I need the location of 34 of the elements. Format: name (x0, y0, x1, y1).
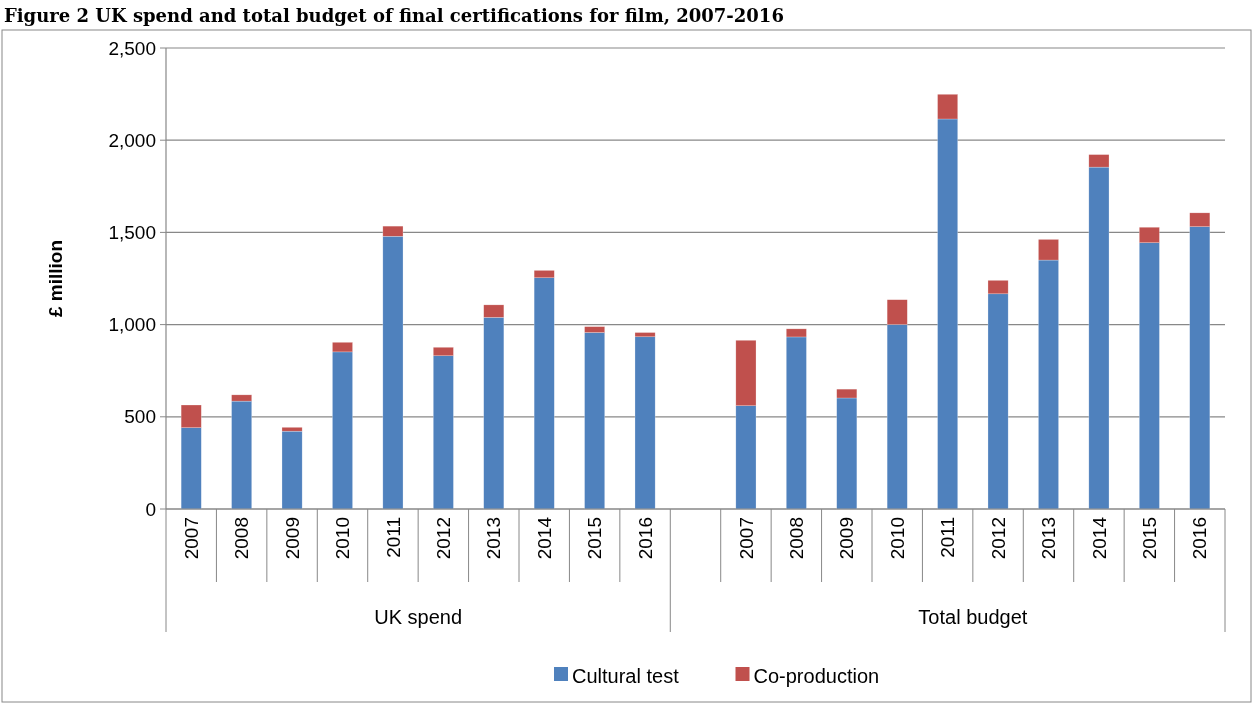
x-tick-label: 2014 (533, 516, 555, 560)
legend-label: Cultural test (572, 665, 680, 687)
bar (634, 336, 656, 510)
y-tick-label: 2,000 (108, 129, 156, 151)
x-tick-label: 2007 (180, 517, 202, 560)
x-tick-label: 2015 (1139, 517, 1161, 560)
y-axis-title: £ million (45, 239, 66, 318)
x-tick-label: 2008 (786, 517, 808, 560)
x-tick-label: 2013 (1038, 517, 1060, 560)
y-tick-label: 500 (124, 406, 156, 428)
text: Total budget (918, 606, 1028, 628)
x-tick-label: 2011 (382, 517, 404, 558)
x-tick-label: 2016 (634, 517, 656, 560)
x-tick-label: 2008 (231, 517, 253, 560)
x-tick-label: 2009 (281, 517, 303, 560)
bar (281, 430, 303, 510)
x-tick-label: 2009 (836, 517, 858, 560)
x-tick-label: 2015 (584, 517, 606, 560)
x-tick-label: 2011 (937, 517, 959, 558)
chart-title: Figure 2 UK spend and total budget of final certifications for film, 2007-2016 (4, 5, 784, 26)
y-tick-label: 1,500 (108, 222, 156, 244)
x-tick-label: 2010 (886, 517, 908, 560)
x-tick-label: 2014 (1088, 516, 1110, 560)
text: UK spend (374, 606, 463, 628)
legend-label: Co-production (753, 665, 880, 687)
y-tick-label: 0 (145, 498, 156, 520)
x-tick-label: 2007 (735, 517, 757, 560)
x-tick-label: 2012 (987, 517, 1009, 560)
x-tick-label: 2012 (433, 517, 455, 560)
y-tick-label: 2,500 (108, 37, 156, 59)
x-tick-label: 2013 (483, 517, 505, 560)
y-tick-label: 1,000 (108, 314, 156, 336)
x-tick-label: 2010 (332, 517, 354, 560)
x-tick-label: 2016 (1189, 517, 1211, 560)
